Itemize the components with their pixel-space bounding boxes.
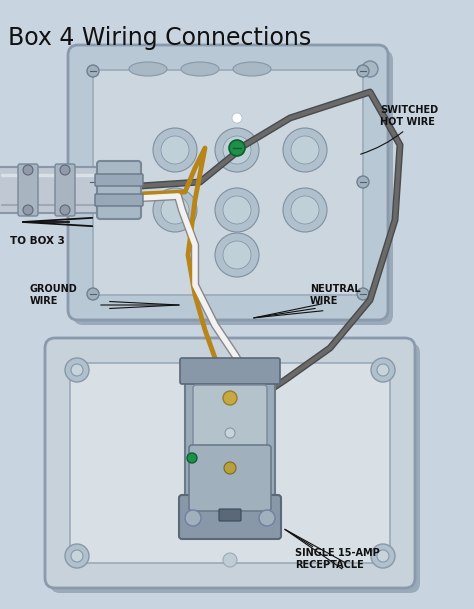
Circle shape [259, 510, 275, 526]
Circle shape [87, 176, 99, 188]
Ellipse shape [129, 62, 167, 76]
Circle shape [215, 188, 259, 232]
Circle shape [223, 136, 251, 164]
FancyBboxPatch shape [185, 363, 275, 533]
Circle shape [223, 391, 237, 405]
Text: SINGLE 15-AMP
RECEPTACLE: SINGLE 15-AMP RECEPTACLE [295, 548, 380, 569]
Circle shape [225, 428, 235, 438]
Text: Box 4 Wiring Connections: Box 4 Wiring Connections [8, 26, 311, 50]
Circle shape [357, 288, 369, 300]
Circle shape [283, 128, 327, 172]
FancyBboxPatch shape [189, 445, 271, 511]
Circle shape [87, 65, 99, 77]
FancyBboxPatch shape [73, 50, 393, 325]
Circle shape [87, 288, 99, 300]
FancyBboxPatch shape [179, 495, 281, 539]
Circle shape [371, 358, 395, 382]
FancyBboxPatch shape [97, 161, 141, 219]
Text: NEUTRAL
WIRE: NEUTRAL WIRE [310, 284, 361, 306]
Circle shape [377, 550, 389, 562]
FancyBboxPatch shape [93, 70, 363, 295]
Circle shape [60, 165, 70, 175]
Circle shape [291, 136, 319, 164]
FancyBboxPatch shape [18, 164, 38, 216]
Circle shape [161, 196, 189, 224]
Circle shape [283, 188, 327, 232]
Ellipse shape [181, 62, 219, 76]
FancyBboxPatch shape [180, 358, 280, 384]
Circle shape [223, 241, 251, 269]
Circle shape [65, 358, 89, 382]
FancyBboxPatch shape [68, 45, 388, 320]
Circle shape [153, 188, 197, 232]
FancyBboxPatch shape [45, 338, 415, 588]
Text: SWITCHED
HOT WIRE: SWITCHED HOT WIRE [380, 105, 438, 127]
FancyBboxPatch shape [95, 194, 143, 206]
Ellipse shape [233, 62, 271, 76]
Circle shape [215, 128, 259, 172]
Circle shape [357, 176, 369, 188]
FancyBboxPatch shape [193, 385, 267, 501]
Circle shape [153, 128, 197, 172]
Circle shape [161, 136, 189, 164]
Circle shape [229, 140, 245, 156]
Circle shape [215, 233, 259, 277]
Circle shape [357, 65, 369, 77]
FancyBboxPatch shape [0, 167, 133, 213]
Circle shape [23, 165, 33, 175]
Circle shape [185, 510, 201, 526]
FancyBboxPatch shape [95, 174, 143, 186]
Circle shape [60, 205, 70, 215]
Circle shape [291, 196, 319, 224]
FancyBboxPatch shape [50, 343, 420, 593]
Circle shape [187, 453, 197, 463]
FancyBboxPatch shape [70, 363, 390, 563]
Circle shape [371, 544, 395, 568]
Text: GROUND
WIRE: GROUND WIRE [30, 284, 78, 306]
Circle shape [362, 61, 378, 77]
Circle shape [223, 553, 237, 567]
Circle shape [71, 550, 83, 562]
Circle shape [71, 364, 83, 376]
Circle shape [377, 364, 389, 376]
FancyBboxPatch shape [219, 509, 241, 521]
Circle shape [223, 196, 251, 224]
FancyBboxPatch shape [55, 164, 75, 216]
Text: TO BOX 3: TO BOX 3 [10, 236, 65, 246]
Circle shape [23, 205, 33, 215]
Circle shape [232, 113, 242, 123]
Circle shape [224, 462, 236, 474]
Circle shape [65, 544, 89, 568]
